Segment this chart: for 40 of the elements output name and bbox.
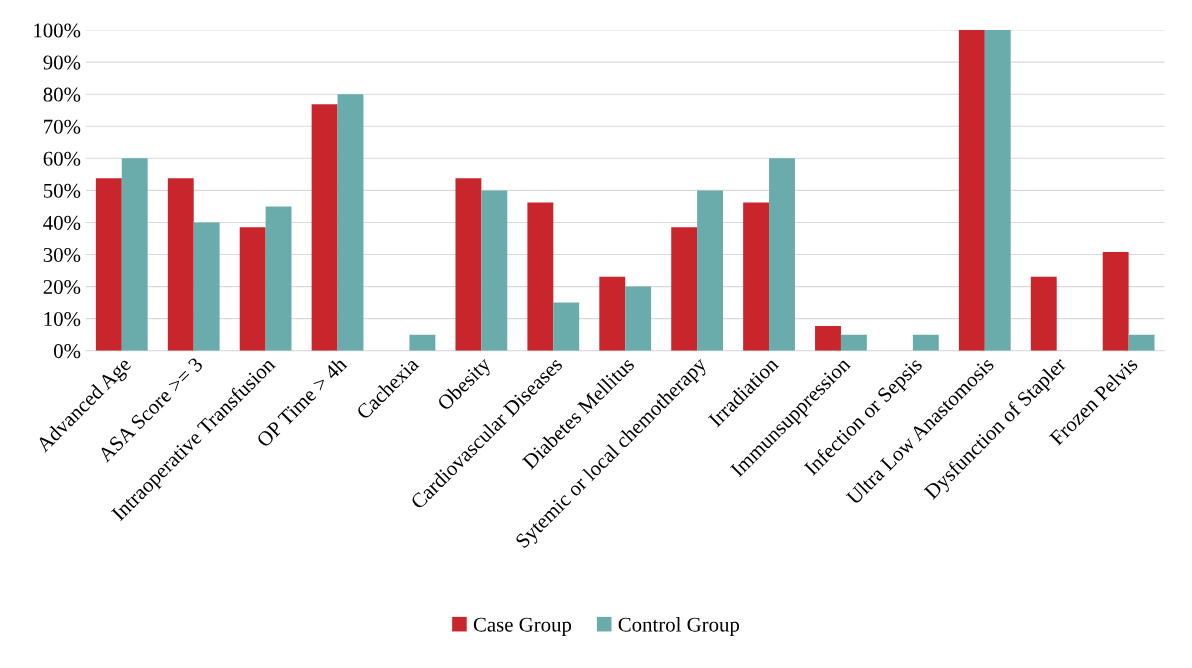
bar <box>625 286 652 351</box>
legend-label: Case Group <box>473 617 572 636</box>
bar <box>167 178 194 351</box>
bar <box>481 190 508 351</box>
bar <box>95 178 122 351</box>
y-tick-label: 70% <box>44 119 81 134</box>
bar <box>527 202 554 351</box>
bar <box>1102 251 1129 351</box>
bar <box>265 206 292 351</box>
bar <box>311 104 338 351</box>
y-tick-label: 20% <box>43 279 81 295</box>
y-tick-label: 90% <box>43 55 81 70</box>
bar <box>337 94 364 351</box>
bar <box>958 30 985 351</box>
bar <box>193 222 220 351</box>
legend-label: Control Group <box>618 617 740 636</box>
bar <box>815 326 841 351</box>
bar <box>984 30 1011 351</box>
bar <box>743 202 770 351</box>
y-tick-label: 50% <box>43 183 81 198</box>
bar <box>671 227 698 351</box>
y-tick-label: 30% <box>43 247 81 263</box>
y-tick-label: 100% <box>34 23 81 38</box>
y-tick-label: 80% <box>43 87 81 102</box>
bar <box>912 334 939 351</box>
bar <box>553 302 580 351</box>
bar <box>409 334 436 351</box>
bar <box>769 158 795 351</box>
bar <box>697 190 724 351</box>
bar <box>840 334 867 351</box>
y-tick-label: 10% <box>44 312 81 327</box>
bar <box>1030 276 1057 351</box>
bar <box>455 178 482 351</box>
bar <box>121 158 148 351</box>
bar <box>239 227 266 351</box>
y-tick-label: 0% <box>53 344 81 359</box>
y-tick-label: 40% <box>43 215 81 230</box>
bar <box>599 276 626 351</box>
y-tick-label: 60% <box>43 151 81 166</box>
bar <box>1128 334 1155 351</box>
